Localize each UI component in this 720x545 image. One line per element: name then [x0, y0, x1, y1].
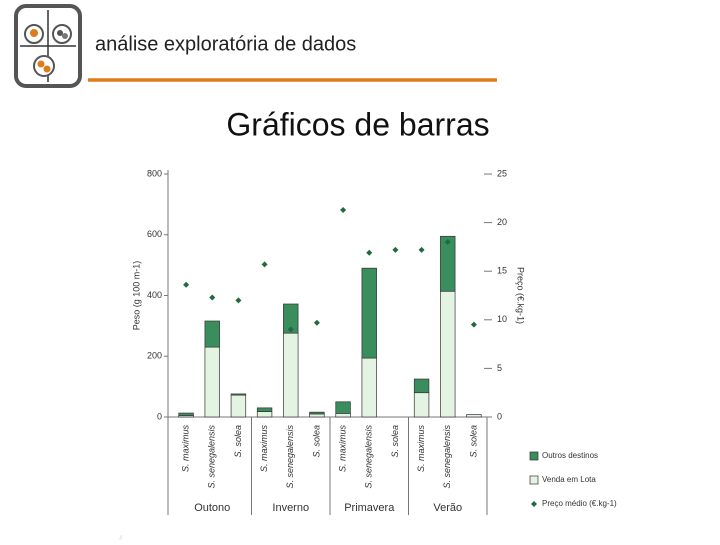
bar-segment — [335, 413, 351, 418]
group-label: Primavera — [344, 502, 395, 514]
y-tick-label: 200 — [147, 351, 162, 361]
bar-segment — [283, 303, 299, 334]
legend-swatch — [529, 475, 539, 485]
x-tick-label: S. maximus — [337, 425, 347, 473]
x-tick-label: S. senegalensis — [364, 425, 374, 489]
x-tick-label: S. solea — [468, 425, 478, 458]
legend-marker — [531, 501, 537, 507]
legend-label: Outros destinos — [542, 451, 598, 460]
bar-segment — [256, 411, 273, 418]
x-tick-label: S. solea — [390, 425, 400, 458]
x-tick-label: S. maximus — [416, 425, 426, 473]
group-label: Inverno — [272, 502, 309, 514]
x-tick-label: S. maximus — [259, 425, 269, 473]
x-tick-label: S. senegalensis — [207, 425, 217, 489]
y2-tick-label: 15 — [497, 266, 507, 276]
price-point — [470, 321, 477, 328]
price-point — [418, 246, 425, 253]
bar-segment — [413, 392, 430, 418]
y2-axis-label: Preço (€.kg-1) — [516, 267, 526, 324]
y2-tick-label: 5 — [497, 363, 502, 373]
y-tick-label: 0 — [157, 411, 162, 421]
y2-tick-label: 10 — [497, 314, 507, 324]
price-point — [366, 249, 373, 256]
x-tick-label: S. senegalensis — [442, 425, 452, 489]
bar-segment — [335, 401, 351, 414]
price-point — [261, 261, 268, 268]
x-tick-label: S. senegalensis — [285, 425, 295, 489]
bar-segment — [256, 407, 273, 412]
bar-segment — [178, 412, 194, 416]
bar-segment — [204, 320, 220, 348]
y2-tick-label: 20 — [497, 217, 507, 227]
bar-segment — [204, 346, 220, 418]
y-tick-label: 800 — [147, 168, 162, 178]
x-tick-label: S. maximus — [180, 425, 190, 473]
y2-tick-label: 0 — [497, 411, 502, 421]
y-tick-label: 600 — [147, 229, 162, 239]
bar-segment — [440, 290, 456, 418]
x-tick-label: S. solea — [311, 425, 321, 458]
chart: 0 200 400 600 800 0 5 10 15 20 25 Peso (g 100 m-1) P… — [131, 168, 617, 515]
price-point — [392, 246, 399, 253]
bar-segment — [413, 378, 430, 394]
y-tick-label: 400 — [147, 290, 162, 300]
legend-label: Preço médio (€.kg-1) — [542, 499, 617, 508]
price-point — [183, 281, 190, 288]
price-point — [313, 319, 320, 326]
x-tick-label: S. solea — [233, 425, 243, 458]
price-point — [287, 326, 294, 333]
bar-segment — [309, 411, 325, 415]
bar-segment — [361, 267, 377, 359]
chart-area — [100, 148, 678, 535]
bar-segment — [440, 235, 456, 292]
price-point — [340, 206, 347, 213]
price-point — [444, 239, 451, 246]
slide-title: Gráficos de barras — [226, 106, 489, 142]
price-point — [209, 294, 216, 301]
bar-segment — [309, 413, 325, 418]
bar-segment — [361, 357, 377, 418]
bar-segment — [230, 394, 247, 418]
header-title: análise exploratória de dados — [95, 33, 356, 55]
legend-label: Venda em Lota — [542, 475, 596, 484]
logo — [14, 4, 82, 88]
price-point — [235, 297, 242, 304]
bar-segment — [466, 414, 482, 418]
group-label: Verão — [433, 502, 462, 514]
y2-tick-label: 25 — [497, 168, 507, 178]
bar-segment — [230, 393, 247, 396]
y-axis-label: Peso (g 100 m-1) — [131, 261, 141, 331]
bar-segment — [283, 332, 299, 418]
legend-swatch — [529, 451, 539, 461]
group-label: Outono — [194, 502, 230, 514]
